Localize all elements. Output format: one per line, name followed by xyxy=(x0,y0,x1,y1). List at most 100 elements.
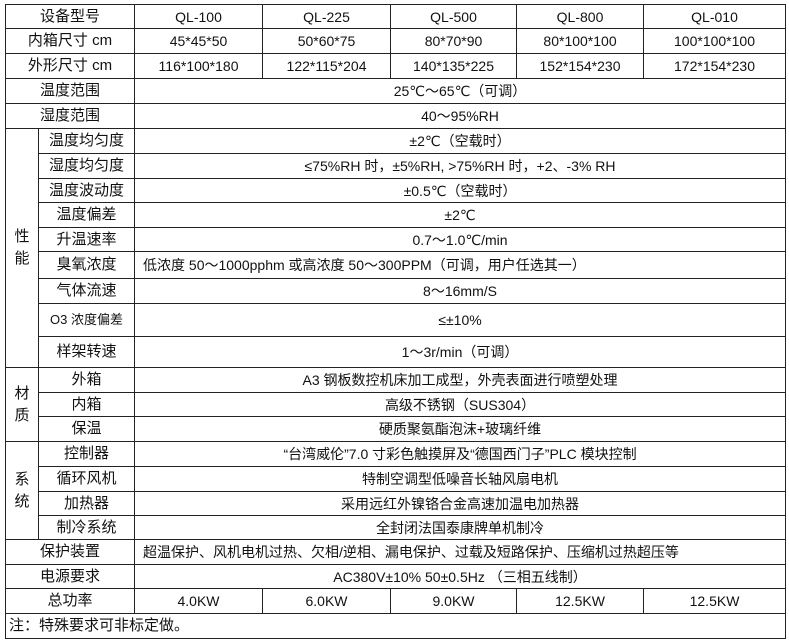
value-cell: ±2℃ xyxy=(134,202,787,228)
performance-row: 臭氧浓度 低浓度 50～1000pphm 或高浓度 50～300PPM（可调，用户… xyxy=(6,251,787,279)
row-label: 电源要求 xyxy=(4,564,136,589)
note-row: 注：特殊要求可非标定做。 xyxy=(4,613,787,639)
sub-label: 气体流速 xyxy=(37,278,136,304)
value-cell: 122*115*204 xyxy=(262,53,392,79)
performance-row: 温度偏差 ±2℃ xyxy=(6,202,787,228)
sub-label: 温度偏差 xyxy=(37,202,136,228)
value-cell: 172*154*230 xyxy=(643,53,787,79)
model-header: QL-800 xyxy=(516,4,645,29)
note: 注：特殊要求可非标定做。 xyxy=(4,613,787,639)
value-cell: ≤±10% xyxy=(134,303,787,337)
power-row: 电源要求 AC380V±10% 50±0.5Hz （三相五线制） xyxy=(4,564,787,589)
header-label: 设备型号 xyxy=(4,4,136,29)
humidity-range-row: 湿度范围 40～95%RH xyxy=(4,103,787,129)
row-label: 总功率 xyxy=(4,588,136,614)
value-cell: 45*45*50 xyxy=(134,28,264,54)
system-group-label: 系统 xyxy=(5,441,39,540)
value-cell: 80*70*90 xyxy=(390,28,518,54)
system-row: 制冷系统 全封闭法国泰康牌单机制冷 xyxy=(6,515,787,540)
protection-row: 保护装置 超温保护、风机电机过热、欠相/逆相、漏电保护、过载及短路保护、压缩机过热… xyxy=(4,539,787,565)
total-power-row: 总功率 4.0KW 6.0KW 9.0KW 12.5KW 12.5KW xyxy=(4,588,787,614)
material-group-label: 材质 xyxy=(5,367,39,442)
performance-row: 性能温度均匀度 ±2℃（空载时） xyxy=(5,128,787,368)
performance-row: 样架转速 1～3r/min（可调） xyxy=(6,336,787,368)
row-label: 湿度范围 xyxy=(4,103,136,129)
temp-range-row: 温度范围 25℃～65℃（可调） xyxy=(4,78,787,104)
row-label: 保护装置 xyxy=(4,539,136,565)
value-cell: 采用远红外镍铬合金高速加温电加热器 xyxy=(134,491,787,516)
sub-label: 臭氧浓度 xyxy=(37,251,136,279)
value-cell: AC380V±10% 50±0.5Hz （三相五线制） xyxy=(134,564,787,589)
group-char: 系 xyxy=(14,470,30,488)
value-cell: 12.5KW xyxy=(643,588,787,614)
header-row: 设备型号 QL-100 QL-225 QL-500 QL-800 QL-010 xyxy=(4,4,787,29)
sub-label: 升温速率 xyxy=(37,227,136,252)
sub-label: 循环风机 xyxy=(37,466,136,492)
value-cell: 6.0KW xyxy=(262,588,392,614)
material-row: 材质外箱 A3 钢板数控机床加工成型，外壳表面进行喷塑处理 xyxy=(5,367,787,442)
sub-label: 保温 xyxy=(37,416,136,442)
value-cell: ±2℃（空载时） xyxy=(134,128,787,154)
row-label: 外形尺寸 cm xyxy=(4,53,136,79)
group-char: 性 xyxy=(14,228,30,245)
sub-label: 内箱 xyxy=(37,392,136,417)
performance-row: 气体流速 8～16mm/S xyxy=(6,278,787,304)
spec-table: 设备型号 QL-100 QL-225 QL-500 QL-800 QL-010 内箱尺寸 c… xyxy=(4,4,787,639)
value-cell: ≤75%RH 时，±5%RH, >75%RH 时，+2、-3% RH xyxy=(134,153,787,179)
value-cell: 9.0KW xyxy=(390,588,518,614)
value-cell: 高级不锈钢（SUS304） xyxy=(134,392,787,417)
value-cell: 116*100*180 xyxy=(134,53,264,79)
value-cell: 8～16mm/S xyxy=(134,278,787,304)
inner-size-row: 内箱尺寸 cm 45*45*50 50*60*75 80*70*90 80*100*10… xyxy=(4,28,787,54)
group-char: 能 xyxy=(14,250,30,267)
value-cell: 全封闭法国泰康牌单机制冷 xyxy=(134,515,787,540)
sub-label: 温度均匀度 xyxy=(37,128,136,154)
sub-label: 温度波动度 xyxy=(37,178,136,203)
value-cell: 4.0KW xyxy=(134,588,264,614)
sub-label: 加热器 xyxy=(37,491,136,516)
value-cell: 1～3r/min（可调） xyxy=(134,336,787,368)
sub-label: 控制器 xyxy=(37,441,136,467)
model-header: QL-100 xyxy=(134,4,264,29)
system-row: 循环风机 特制空调型低噪音长轴风扇电机 xyxy=(6,466,787,492)
system-row: 加热器 采用远红外镍铬合金高速加温电加热器 xyxy=(6,491,787,516)
value-cell: 超温保护、风机电机过热、欠相/逆相、漏电保护、过载及短路保护、压缩机过热超压等 xyxy=(134,539,787,565)
value-cell: 50*60*75 xyxy=(262,28,392,54)
sub-label: 湿度均匀度 xyxy=(37,153,136,179)
group-char: 统 xyxy=(14,492,30,510)
performance-row: O3 浓度偏差 ≤±10% xyxy=(6,303,787,337)
group-char: 材 xyxy=(14,384,30,402)
value-cell: A3 钢板数控机床加工成型，外壳表面进行喷塑处理 xyxy=(134,367,787,393)
model-header: QL-500 xyxy=(390,4,518,29)
outer-size-row: 外形尺寸 cm 116*100*180 122*115*204 140*135*225… xyxy=(4,53,787,79)
value-cell: 0.7～1.0℃/min xyxy=(134,227,787,252)
sub-label: 制冷系统 xyxy=(37,515,136,540)
value-cell: ±0.5℃（空载时） xyxy=(134,178,787,203)
group-char: 质 xyxy=(14,406,30,424)
value-cell: 12.5KW xyxy=(516,588,645,614)
performance-row: 温度波动度 ±0.5℃（空载时） xyxy=(6,178,787,203)
model-header: QL-225 xyxy=(262,4,392,29)
row-label: 内箱尺寸 cm xyxy=(4,28,136,54)
value-cell: 硬质聚氨酯泡沫+玻璃纤维 xyxy=(134,416,787,442)
value-cell: “台湾威伦”7.0 寸彩色触摸屏及“德国西门子”PLC 模块控制 xyxy=(134,441,787,467)
sub-label: 外箱 xyxy=(37,367,136,393)
performance-row: 升温速率 0.7～1.0℃/min xyxy=(6,227,787,252)
value-cell: 25℃～65℃（可调） xyxy=(134,78,787,104)
performance-group-label: 性能 xyxy=(5,128,39,368)
value-cell: 100*100*100 xyxy=(643,28,787,54)
row-label: 温度范围 xyxy=(4,78,136,104)
model-header: QL-010 xyxy=(643,4,787,29)
system-row: 系统控制器 “台湾威伦”7.0 寸彩色触摸屏及“德国西门子”PLC 模块控制 xyxy=(5,441,787,540)
sub-label: 样架转速 xyxy=(37,336,136,368)
value-cell: 80*100*100 xyxy=(516,28,645,54)
material-row: 保温 硬质聚氨酯泡沫+玻璃纤维 xyxy=(6,416,787,442)
value-cell: 152*154*230 xyxy=(516,53,645,79)
value-cell: 低浓度 50～1000pphm 或高浓度 50～300PPM（可调，用户任选其一… xyxy=(134,251,787,279)
value-cell: 特制空调型低噪音长轴风扇电机 xyxy=(134,466,787,492)
value-cell: 40～95%RH xyxy=(134,103,787,129)
sub-label: O3 浓度偏差 xyxy=(37,303,136,337)
value-cell: 140*135*225 xyxy=(390,53,518,79)
material-row: 内箱 高级不锈钢（SUS304） xyxy=(6,392,787,417)
performance-row: 湿度均匀度 ≤75%RH 时，±5%RH, >75%RH 时，+2、-3% RH xyxy=(6,153,787,179)
